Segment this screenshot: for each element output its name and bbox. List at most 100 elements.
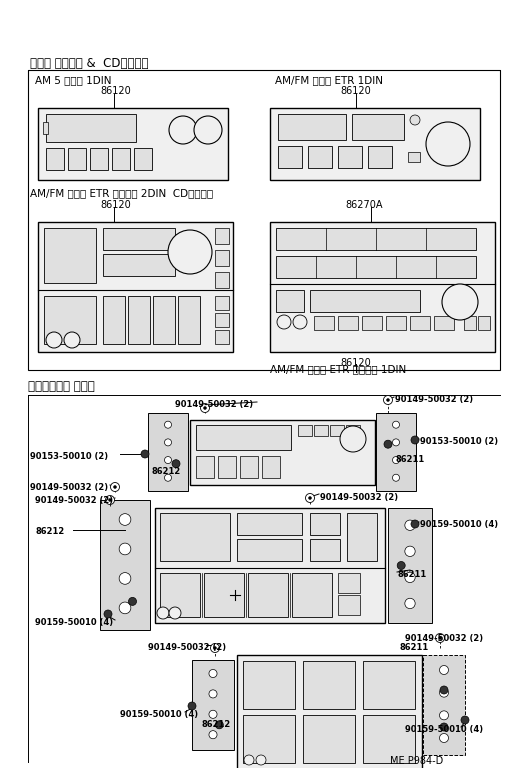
Bar [310,513,340,535]
Text: ME P984-D: ME P984-D [390,756,443,766]
Circle shape [293,315,307,329]
Circle shape [188,702,196,710]
Bar [292,573,332,617]
Circle shape [392,474,400,482]
Circle shape [204,406,206,409]
Circle shape [209,690,217,698]
Bar [90,148,108,170]
Bar [103,296,125,344]
Text: 86212: 86212 [202,720,231,729]
Circle shape [64,332,80,348]
Circle shape [169,607,181,619]
Bar [408,152,420,162]
Bar [276,290,304,312]
Circle shape [439,666,449,674]
Bar [192,660,234,750]
Bar [464,316,476,330]
Bar [276,256,476,278]
Bar [386,316,406,330]
Circle shape [392,439,400,446]
Bar [278,114,346,140]
Bar [215,272,229,288]
Bar [196,425,291,450]
Circle shape [439,688,449,697]
Text: 90149-50032 (2): 90149-50032 (2) [35,496,113,505]
Circle shape [215,721,223,729]
Bar [270,108,480,180]
Bar [68,148,86,170]
Circle shape [209,710,217,718]
Text: 86211: 86211 [397,570,426,579]
Text: 90149-50032 (2): 90149-50032 (2) [148,643,226,652]
Bar [308,146,332,168]
Circle shape [405,598,415,608]
Circle shape [244,755,254,765]
Bar [310,539,340,561]
Circle shape [306,494,314,502]
Circle shape [164,474,172,482]
Circle shape [111,482,119,492]
Text: 90149-50032 (2): 90149-50032 (2) [175,400,253,409]
Text: 90159-50010 (4): 90159-50010 (4) [405,725,483,734]
Text: 86211: 86211 [395,455,424,464]
Text: 86120: 86120 [100,86,131,96]
Bar [46,148,64,170]
Bar [478,316,490,330]
Circle shape [214,647,217,650]
Bar [218,456,236,478]
Circle shape [440,686,448,694]
Text: AM/FM マルチ ETR カセット 1DIN: AM/FM マルチ ETR カセット 1DIN [270,364,406,374]
Bar [237,655,422,768]
Bar [215,250,229,266]
Circle shape [109,498,112,502]
Circle shape [164,421,172,429]
Bar [43,122,48,134]
Bar [314,316,334,330]
Circle shape [119,573,131,584]
Bar [190,420,375,485]
Text: 86120: 86120 [340,86,371,96]
Bar [368,146,392,168]
Bar [363,715,415,763]
Text: セッティング パーツ: セッティング パーツ [28,380,95,393]
Circle shape [405,546,415,557]
Circle shape [105,495,114,505]
Bar [352,114,404,140]
Bar [240,456,258,478]
Bar [215,313,229,327]
Bar [44,228,96,283]
Circle shape [194,116,222,144]
Bar [314,425,328,436]
Bar [278,146,302,168]
Circle shape [435,634,445,643]
Bar [112,148,130,170]
Bar [303,715,355,763]
Bar [128,296,150,344]
Bar [330,425,344,436]
Circle shape [411,520,419,528]
Bar [423,655,465,755]
Text: 86212: 86212 [152,467,181,476]
Circle shape [461,716,469,724]
Text: 86270A: 86270A [345,200,383,210]
Bar [388,508,432,623]
Bar [434,316,454,330]
Text: 90153-50010 (2): 90153-50010 (2) [420,437,498,446]
Text: 90149-50032 (2): 90149-50032 (2) [395,395,473,404]
Circle shape [210,644,220,653]
Bar [270,222,495,352]
Bar [215,228,229,244]
Text: AM/FM マルチ ETR カセット 2DIN  CDプレーヤ: AM/FM マルチ ETR カセット 2DIN CDプレーヤ [30,188,213,198]
Bar [46,114,136,142]
Bar [237,539,302,561]
Bar [338,573,360,593]
Bar [160,513,230,561]
Text: 86211: 86211 [400,643,429,652]
Bar [362,316,382,330]
Text: AM/FM マルチ ETR 1DIN: AM/FM マルチ ETR 1DIN [275,75,383,85]
Bar [298,425,312,436]
Bar [204,573,244,617]
Bar [243,715,295,763]
Circle shape [405,572,415,583]
Bar [134,148,152,170]
